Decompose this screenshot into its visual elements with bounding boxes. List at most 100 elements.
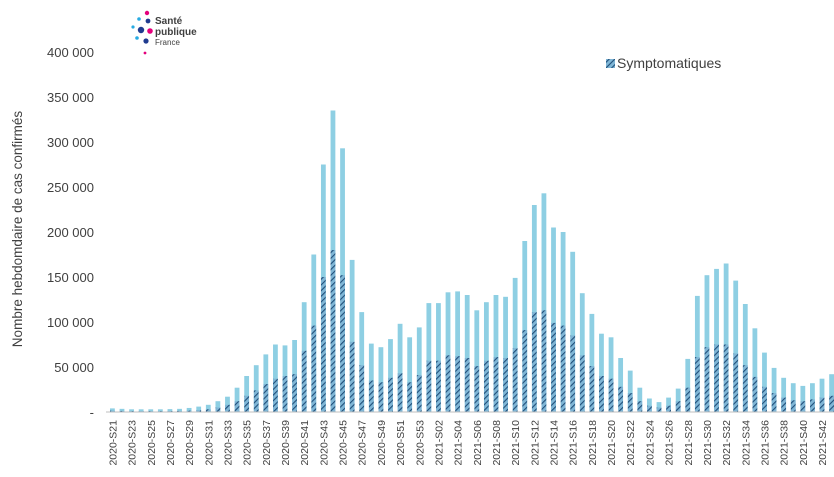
logo-dots-icon [131, 10, 153, 55]
bar-total [723, 263, 729, 412]
x-tick-label: 2020-S23 [127, 420, 139, 466]
bar-total [675, 388, 681, 412]
bar-total [177, 408, 182, 412]
bar-total [436, 303, 441, 412]
bar-symptomatic [541, 310, 547, 412]
bar-total [426, 303, 432, 412]
bar-symptomatic [273, 378, 278, 412]
bar-total [589, 313, 595, 412]
bar-total [551, 227, 556, 412]
x-tick-label: 2021-S30 [702, 420, 714, 466]
y-axis-label: Nombre hebdomdaire de cas confirmés [10, 111, 25, 348]
logo-dot-6 [135, 36, 139, 40]
bar-total [196, 406, 202, 412]
bar-total [368, 343, 374, 412]
bar-total [388, 339, 393, 412]
bar-symptomatic [647, 405, 652, 412]
x-tick-label: 2021-S22 [625, 420, 637, 466]
bar-total [714, 268, 719, 412]
bar-symptomatic [790, 400, 796, 412]
bar-total [608, 337, 614, 412]
x-tick-label: 2021-S02 [433, 420, 445, 466]
bar-symptomatic [637, 401, 643, 412]
bar-symptomatic [205, 409, 211, 412]
y-tick-label: 250 000 [47, 180, 94, 195]
bar-symptomatic [368, 380, 374, 412]
bar-total [512, 277, 518, 412]
bar-total [483, 302, 489, 412]
x-tick-label: 2020-S31 [203, 420, 215, 466]
bar-symptomatic [119, 410, 125, 412]
bar-symptomatic [618, 386, 624, 412]
y-tick-label: 200 000 [47, 225, 94, 240]
x-tick-label: 2021-S18 [587, 420, 599, 466]
bar-total [522, 241, 528, 412]
bar-total [810, 383, 815, 412]
bar-total [110, 408, 115, 412]
bar-symptomatic [407, 382, 413, 412]
x-tick-label: 2021-S14 [549, 420, 561, 466]
bar-total [129, 409, 134, 412]
bar-symptomatic [551, 322, 556, 412]
bar-total [225, 396, 230, 412]
x-tick-label: 2021-S28 [683, 420, 695, 466]
bar-symptomatic [819, 397, 825, 412]
bar-symptomatic [714, 344, 719, 412]
bar-symptomatic [244, 395, 250, 412]
bar-symptomatic [225, 404, 230, 412]
logo-dot-8 [143, 51, 147, 55]
bar-symptomatic [483, 360, 489, 412]
bar-total [781, 377, 787, 412]
x-tick-label: 2020-S21 [107, 420, 119, 466]
bar-symptomatic [397, 373, 403, 412]
legend-label: Symptomatiques [617, 55, 721, 71]
bar-total [215, 401, 221, 412]
bar-total [800, 385, 806, 412]
bar-symptomatic [436, 360, 441, 412]
bar-total [455, 291, 461, 412]
bar-total [790, 383, 796, 412]
logo-dot-1 [137, 17, 141, 21]
x-tick-label: 2020-S35 [242, 420, 254, 466]
logo-line1: Santé [155, 16, 183, 27]
x-tick-label: 2021-S08 [491, 420, 503, 466]
bar-symptomatic [330, 250, 336, 412]
bar-total [742, 304, 748, 412]
bar-total [157, 409, 163, 412]
bar-symptomatic [234, 401, 240, 412]
x-tick-label: 2021-S06 [472, 420, 484, 466]
x-axis: 2020-S21 2020-S23 2020-S25 2020-S27 2020-S29… [107, 420, 829, 466]
bar-total [656, 402, 662, 412]
bar-symptomatic [704, 347, 710, 412]
bar-symptomatic [282, 376, 288, 412]
y-tick-label: 150 000 [47, 270, 94, 285]
x-tick-label: 2021-S24 [644, 420, 656, 466]
bar-total [771, 367, 777, 412]
x-tick-label: 2021-S40 [798, 420, 810, 466]
y-tick-label: 350 000 [47, 90, 94, 105]
bar-symptomatic [416, 375, 422, 412]
bar-symptomatic [656, 407, 662, 412]
bar-symptomatic [589, 366, 595, 412]
logo-dot-3 [131, 25, 135, 29]
bar-symptomatic [800, 401, 806, 412]
bar-total [531, 205, 537, 412]
x-tick-label: 2020-S45 [338, 420, 350, 466]
bar-total [234, 387, 240, 412]
bar-symptomatic [426, 360, 432, 412]
logo-dot-4 [137, 26, 145, 34]
y-tick-label: 300 000 [47, 135, 94, 150]
bar-symptomatic [388, 377, 393, 412]
bar-symptomatic [560, 325, 566, 412]
bar-total [138, 409, 144, 412]
y-tick-label: - [90, 405, 94, 420]
bar-total [647, 398, 652, 412]
bar-total [493, 295, 499, 412]
bar-symptomatic [445, 355, 451, 412]
bar-symptomatic [301, 350, 307, 412]
bar-total [253, 365, 259, 412]
bar-symptomatic [762, 386, 767, 412]
bar-total [244, 376, 250, 412]
